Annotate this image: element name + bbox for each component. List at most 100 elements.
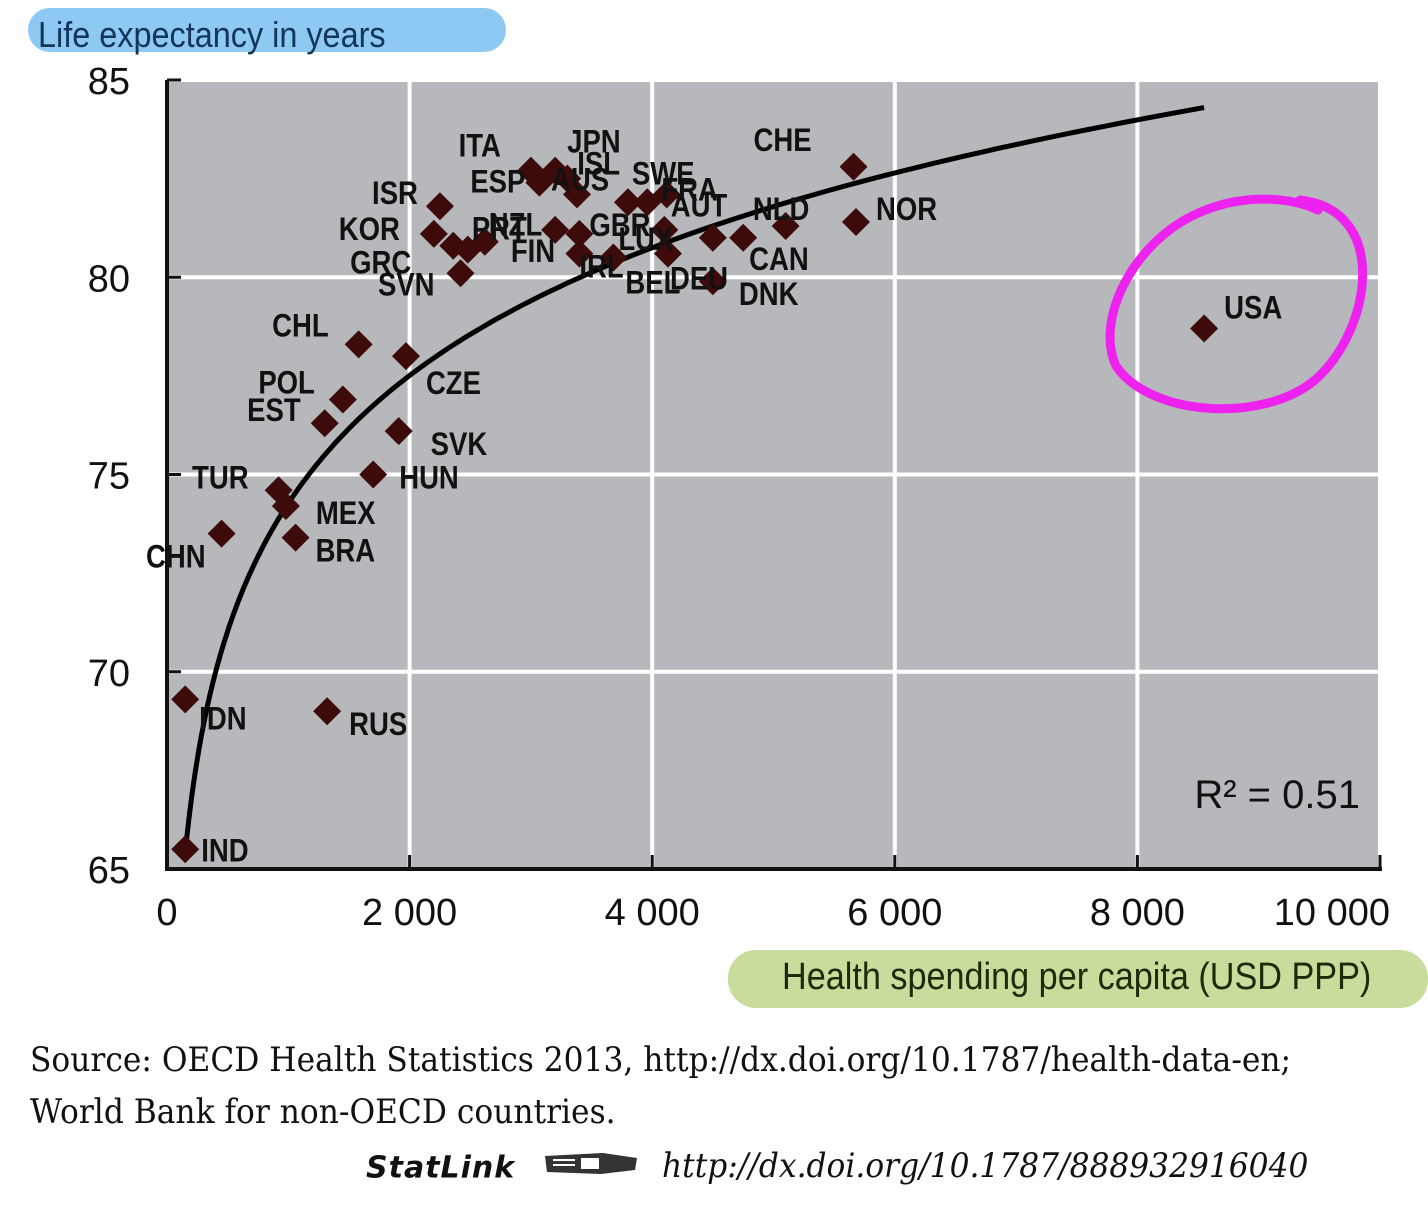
point-svk xyxy=(384,417,413,446)
tick-label-layer: 65 70 75 80 85 0 2 000 4 000 6 000 8 000 10 000 xyxy=(88,61,1390,934)
r-squared-annotation: R² = 0.51 xyxy=(1194,773,1360,817)
point-label-prt: PRT xyxy=(472,212,527,247)
point-deu xyxy=(653,239,682,268)
point-fin xyxy=(541,215,570,244)
point-label-nld: NLD xyxy=(753,192,810,227)
point-label-bel: BEL xyxy=(625,266,680,301)
point-che xyxy=(839,152,868,181)
point-idn xyxy=(171,685,200,714)
point-label-fra: FRA xyxy=(661,172,718,207)
point-label-aus: AUS xyxy=(551,163,609,198)
y-tick-label: 70 xyxy=(88,653,130,695)
point-label-hun: HUN xyxy=(399,461,459,496)
x-tick-label: 6 000 xyxy=(847,892,942,934)
point-label-che: CHE xyxy=(753,123,811,158)
y-axis-title: Life expectancy in years xyxy=(38,14,386,55)
point-nor xyxy=(841,208,870,237)
point-label-svk: SVK xyxy=(431,427,488,462)
xlabel-highlight xyxy=(728,950,1428,1008)
point-label-bra: BRA xyxy=(316,534,376,569)
source-line-1: Source: OECD Health Statistics 2013, htt… xyxy=(30,1040,1292,1080)
y-tick-label: 80 xyxy=(88,258,130,300)
point-label-can: CAN xyxy=(749,242,809,277)
point-layer xyxy=(171,152,1219,864)
point-label-grc: GRC xyxy=(350,246,411,281)
point-rus xyxy=(313,697,342,726)
point-swe xyxy=(613,188,642,217)
point-label-esp: ESP xyxy=(470,165,525,200)
point-bra xyxy=(281,523,310,552)
axes xyxy=(165,78,1382,871)
trend-layer xyxy=(182,105,1205,854)
ylabel-highlight xyxy=(28,8,506,52)
y-tick-label: 65 xyxy=(88,850,130,892)
point-lux xyxy=(650,215,679,244)
point-label-ita: ITA xyxy=(459,129,501,164)
point-label-isr: ISR xyxy=(372,176,418,211)
point-usa xyxy=(1190,314,1219,343)
source-line-2: World Bank for non-OECD countries. xyxy=(30,1092,616,1132)
point-aut xyxy=(652,180,681,209)
point-nzl xyxy=(470,227,499,256)
x-tick-label: 2 000 xyxy=(362,892,457,934)
point-mex xyxy=(271,492,300,521)
point-dnk xyxy=(698,267,727,296)
point-label-lux: LUX xyxy=(618,222,673,257)
point-label-idn: IDN xyxy=(199,701,246,736)
point-label-dnk: DNK xyxy=(739,277,799,312)
point-label-rus: RUS xyxy=(349,707,407,742)
point-label-tur: TUR xyxy=(192,460,249,495)
point-nor xyxy=(771,211,800,240)
point-label-irl: IRL xyxy=(579,250,623,285)
point-isr xyxy=(425,192,454,221)
point-label-isl: ISL xyxy=(577,147,620,182)
usa-highlight-circle xyxy=(1105,194,1367,414)
point-pol xyxy=(328,385,357,414)
point-cze xyxy=(391,342,420,371)
point-bel xyxy=(599,243,628,272)
point-label-mex: MEX xyxy=(316,496,376,531)
point-label-nor: NOR xyxy=(876,192,937,227)
point-label-deu: DEU xyxy=(670,262,728,297)
point-label-swe: SWE xyxy=(632,156,695,191)
point-label-chn: CHN xyxy=(146,540,206,575)
x-tick-label: 10 000 xyxy=(1274,892,1390,934)
point-label-cze: CZE xyxy=(426,366,481,401)
point-label-aut: AUT xyxy=(671,189,728,224)
point-irl xyxy=(565,239,594,268)
y-tick-label: 85 xyxy=(88,61,130,103)
point-gbr xyxy=(565,219,594,248)
point-nld xyxy=(698,223,727,252)
point-svn xyxy=(446,259,475,288)
point-label-gbr: GBR xyxy=(589,208,650,243)
statlink-url[interactable]: http://dx.doi.org/10.1787/888932916040 xyxy=(662,1146,1309,1187)
point-can xyxy=(729,223,758,252)
statlink-row: StatLink http://dx.doi.org/10.1787/88893… xyxy=(366,1146,1365,1186)
x-tick-label: 0 xyxy=(156,892,177,934)
point-hun xyxy=(359,460,388,489)
point-label-nzl: NZL xyxy=(489,208,542,243)
point-chn xyxy=(207,519,236,548)
point-label-kor: KOR xyxy=(339,212,400,247)
point-label-svn: SVN xyxy=(378,267,435,302)
point-label-est: EST xyxy=(247,393,300,428)
point-label-jpn: JPN xyxy=(567,125,621,160)
point-label-chl: CHL xyxy=(272,308,329,343)
statlink-icon xyxy=(543,1146,639,1185)
x-tick-label: 4 000 xyxy=(605,892,700,934)
grid-lines xyxy=(167,78,1382,869)
point-label-fin: FIN xyxy=(511,234,555,269)
point-est xyxy=(310,409,339,438)
statlink-label: StatLink xyxy=(366,1150,516,1186)
x-tick-label: 8 000 xyxy=(1090,892,1185,934)
point-label-ind: IND xyxy=(201,833,248,868)
point-label-pol: POL xyxy=(258,366,315,401)
point-chl xyxy=(344,330,373,359)
point-kor xyxy=(419,219,448,248)
y-tick-label: 75 xyxy=(88,456,130,498)
point-label-usa: USA xyxy=(1224,291,1282,326)
point-aus xyxy=(562,180,591,209)
x-axis-title: Health spending per capita (USD PPP) xyxy=(782,956,1372,998)
